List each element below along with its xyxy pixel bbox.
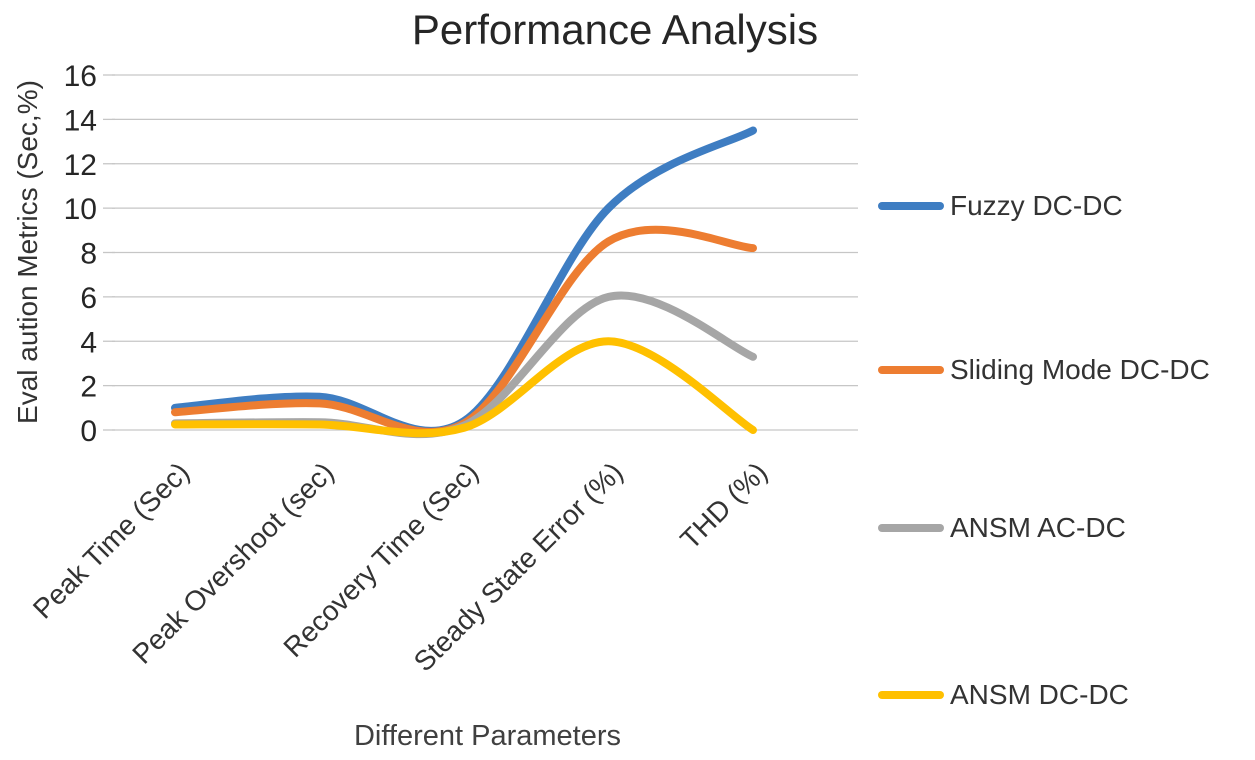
x-category-label: THD (%): [674, 456, 773, 555]
y-tick-label: 4: [80, 326, 97, 359]
legend-swatch-fuzzy-dc-dc: [878, 202, 944, 210]
y-tick-label: 0: [80, 415, 97, 448]
legend-item: ANSM DC-DC: [878, 679, 1129, 711]
legend-item: ANSM AC-DC: [878, 512, 1126, 544]
legend-label: Fuzzy DC-DC: [950, 190, 1123, 221]
x-axis-title: Different Parameters: [353, 720, 622, 752]
legend-swatch-ansm-ac-dc: [878, 524, 944, 532]
y-tick-label: 16: [64, 60, 97, 93]
legend-label: Sliding Mode DC-DC: [950, 354, 1210, 385]
legend-item: Sliding Mode DC-DC: [878, 354, 1210, 386]
y-axis-title: Eval aution Metrics (Sec,%): [12, 80, 43, 424]
y-tick-label: 10: [64, 193, 97, 226]
legend-swatch-sliding-mode-dc-dc: [878, 366, 944, 374]
y-tick-label: 2: [80, 371, 97, 404]
legend-label: ANSM AC-DC: [950, 512, 1126, 543]
x-category-label: Peak Time (Sec): [27, 456, 195, 624]
legend-swatch-ansm-dc-dc: [878, 691, 944, 699]
series-line-sliding-mode-dc-dc: [171, 225, 757, 436]
legend-item: Fuzzy DC-DC: [878, 190, 1123, 222]
chart-title: Performance Analysis: [411, 6, 819, 53]
y-tick-label: 12: [64, 149, 97, 182]
y-tick-label: 6: [80, 282, 97, 315]
legend-label: ANSM DC-DC: [950, 679, 1129, 710]
y-tick-label: 14: [64, 104, 97, 137]
series-line-ansm-dc-dc: [171, 337, 757, 438]
y-tick-label: 8: [80, 238, 97, 271]
